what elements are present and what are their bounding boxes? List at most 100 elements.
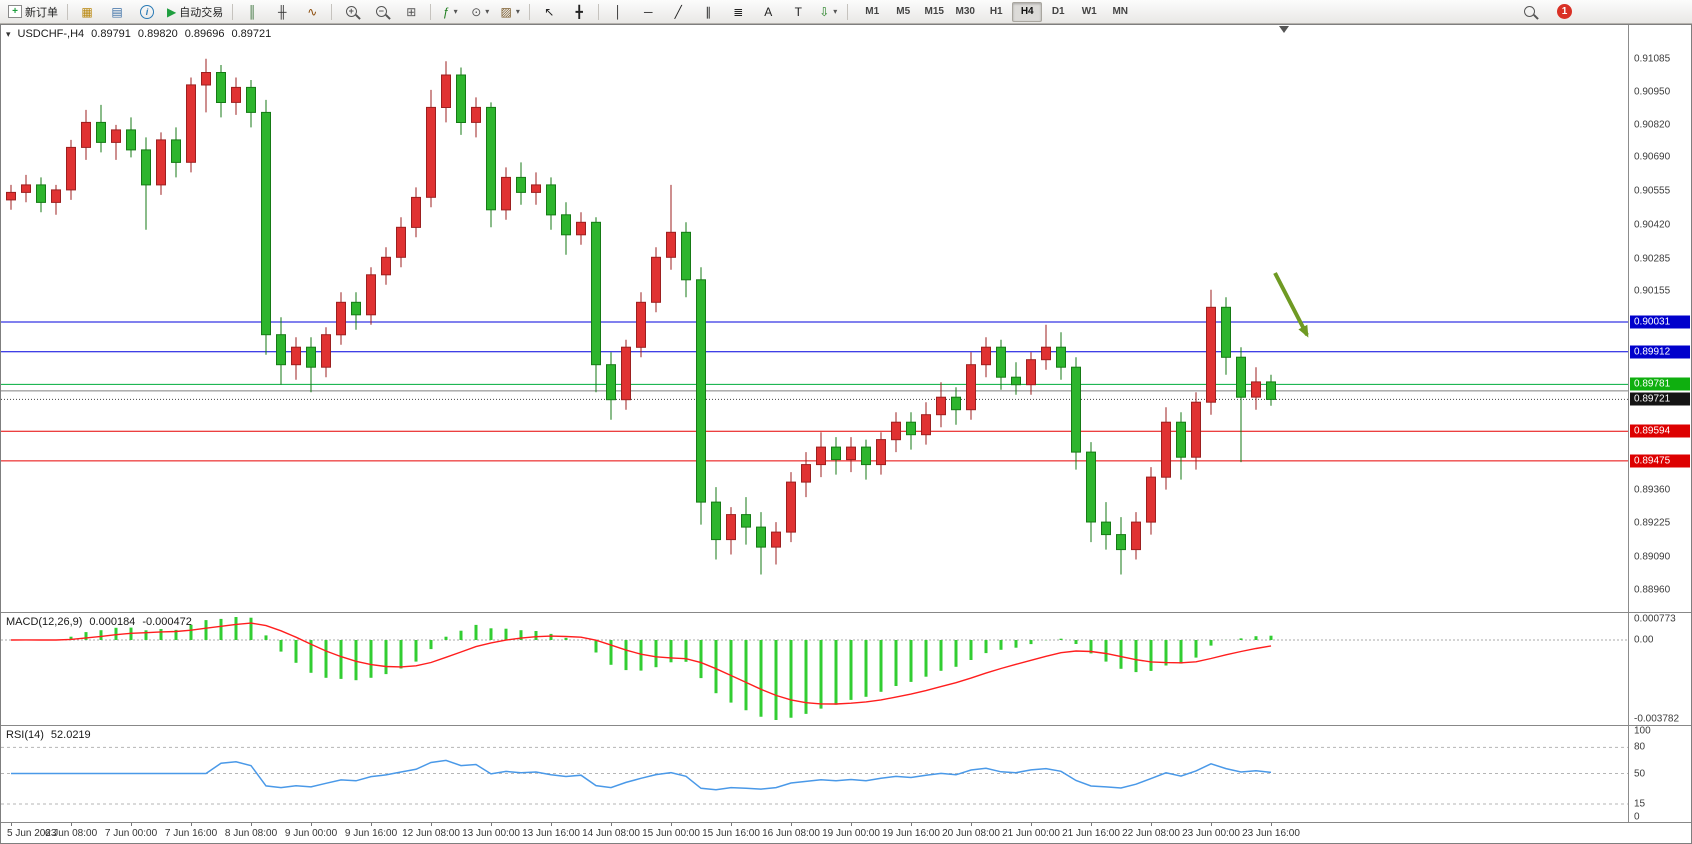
time-axis-tick [611,823,612,826]
timeframe-w1[interactable]: W1 [1081,6,1097,17]
price-scale-label: 0.90420 [1634,219,1671,231]
timeframe-h1[interactable]: H1 [989,6,1003,17]
templates-button[interactable]: ▨ ▾ [496,1,524,23]
chart-menu-icon[interactable]: ▾ [6,28,11,39]
time-axis-label: 13 Jun 16:00 [522,828,580,839]
time-axis-tick [311,823,312,826]
chart-symbol-period: USDCHF-,H4 [17,28,85,40]
chevron-down-icon: ▾ [833,7,838,16]
macd-chart[interactable] [1,613,1628,725]
time-axis[interactable]: 5 Jun 2023 6 Jun 08:00 7 Jun 00:00 7 Jun 16… [1,823,1691,843]
price-badge: 0.89475 [1630,454,1690,468]
chevron-down-icon: ▾ [485,7,490,16]
vertical-line-button[interactable]: │ [604,1,632,23]
new-order-button[interactable]: 新订单 [4,1,62,23]
text-icon: A [764,4,773,19]
price-badge: 0.89721 [1630,392,1690,406]
auto-trading-button[interactable]: ▶ 自动交易 [163,1,227,23]
macd-scale[interactable]: 0.000773 0.00 -0.003782 [1628,613,1691,725]
time-axis-label: 15 Jun 00:00 [642,828,700,839]
chevron-down-icon: ▾ [515,7,520,16]
rsi-chart[interactable] [1,726,1628,822]
time-axis-label: 19 Jun 00:00 [822,828,880,839]
chart-window: ▾ USDCHF-,H4 0.89791 0.89820 0.89696 0.8… [0,24,1692,844]
price-scale-label: 0.89360 [1634,484,1671,496]
price-scale[interactable]: 0.91085 0.90950 0.90820 0.90690 0.90555 0.904… [1628,25,1691,612]
time-axis-tick [1151,823,1152,826]
timeframe-m1[interactable]: M1 [865,6,880,17]
rsi-scale-label: 0 [1634,811,1640,823]
ohlc-open: 0.89791 [91,28,131,40]
price-scale-label: 0.88960 [1634,584,1671,596]
toolbar-separator [847,3,849,20]
timeframe-m15[interactable]: M15 [924,6,944,17]
time-axis-tick [11,823,12,826]
channel-button[interactable]: ∥ [694,1,722,23]
candlestick-chart[interactable] [1,25,1628,612]
templates-icon: ▨ [500,4,512,19]
price-scale-label: 0.90950 [1634,86,1671,98]
time-axis-label: 19 Jun 16:00 [882,828,940,839]
toolbar-separator [67,3,68,20]
trendline-button[interactable]: ╱ [664,1,692,23]
search-icon [1523,6,1535,17]
time-axis-label: 21 Jun 16:00 [1062,828,1120,839]
trendline-icon: ╱ [674,4,682,19]
rsi-name: RSI(14) [6,729,44,741]
candlestick-mode-button[interactable]: ╫ [268,1,296,23]
price-badge: 0.90031 [1630,315,1690,329]
macd-name: MACD(12,26,9) [6,616,83,628]
time-axis-label: 13 Jun 00:00 [462,828,520,839]
time-axis-label: 16 Jun 08:00 [762,828,820,839]
chart-windows-icon: ▦ [81,4,93,19]
help-info-button[interactable]: i [133,1,161,23]
zoom-in-button[interactable]: + [337,1,365,23]
tile-windows-button[interactable]: ⊞ [397,1,425,23]
crosshair-button[interactable]: ╋ [565,1,593,23]
timeframe-h4[interactable]: H4 [1012,1,1043,22]
time-axis-tick [491,823,492,826]
price-badge: 0.89594 [1630,424,1690,438]
rsi-indicator-panel: RSI(14) 52.0219 100 80 50 15 0 [1,726,1691,823]
time-axis-tick [431,823,432,826]
help-info-icon: i [140,4,154,19]
text-label-button[interactable]: T [784,1,812,23]
toolbar-separator [430,3,432,20]
search-button[interactable] [1515,1,1543,23]
toolbar-separator [331,3,333,20]
macd-scale-label: 0.000773 [1634,613,1676,625]
bar-chart-mode-button[interactable]: ║ [238,1,266,23]
indicators-button[interactable]: ƒ ▾ [436,1,464,23]
periods-button[interactable]: ⊙ ▾ [466,1,494,23]
price-badge: 0.89912 [1630,345,1690,359]
time-axis-tick [911,823,912,826]
time-axis-tick [251,823,252,826]
timeframe-m5[interactable]: M5 [896,6,911,17]
rsi-scale[interactable]: 100 80 50 15 0 [1628,726,1691,822]
time-axis-label: 9 Jun 00:00 [284,828,338,839]
rsi-scale-label: 50 [1634,768,1646,779]
auto-trading-icon: ▶ [167,4,177,19]
market-watch-button[interactable]: ▤ [103,1,131,23]
fibonacci-button[interactable]: ≣ [724,1,752,23]
auto-trading-button-label: 自动交易 [179,6,224,19]
timeframe-mn[interactable]: MN [1112,6,1129,17]
notification-badge[interactable]: 1 [1557,4,1572,19]
price-scale-label: 0.89090 [1634,551,1671,563]
timeframe-d1[interactable]: D1 [1051,6,1065,17]
cursor-button[interactable]: ↖ [535,1,563,23]
line-chart-mode-button[interactable]: ∿ [298,1,326,23]
time-axis-label: 20 Jun 08:00 [942,828,1000,839]
ohlc-close: 0.89721 [231,28,272,40]
text-button[interactable]: A [754,1,782,23]
chart-windows-button[interactable]: ▦ [73,1,101,23]
tile-windows-icon: ⊞ [406,4,417,19]
horizontal-line-button[interactable]: ─ [634,1,662,23]
zoom-out-button[interactable]: − [367,1,395,23]
arrows-tool-button[interactable]: ⇩ ▾ [814,1,842,23]
price-scale-label: 0.90690 [1634,151,1671,163]
time-axis-label: 8 Jun 08:00 [224,828,278,839]
timeframe-m30[interactable]: M30 [955,6,975,17]
time-axis-tick [1091,823,1092,826]
